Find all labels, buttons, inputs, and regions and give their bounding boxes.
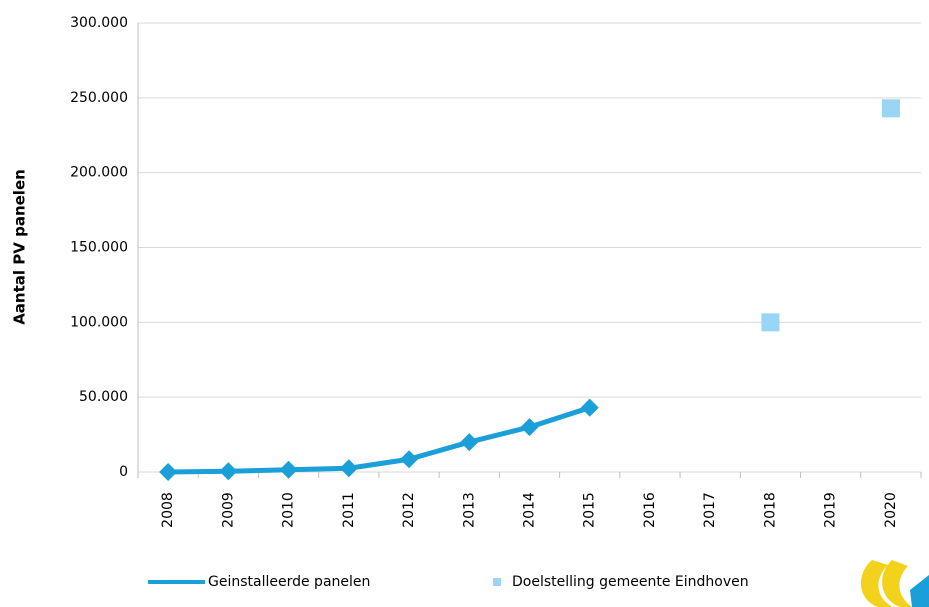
y-tick-label: 100.000 [70,314,128,330]
y-tick-label: 200.000 [70,165,128,181]
line [168,405,591,475]
marker [159,463,178,481]
x-tick-label: 2013 [461,492,477,528]
y-tick-label: 150.000 [70,240,128,256]
x-tick-label: 2018 [762,492,778,528]
x-tick-label: 2016 [642,492,658,528]
marker [580,398,599,417]
legend-marker [493,578,501,586]
legend-label: Doelstelling gemeente Eindhoven [512,574,749,590]
y-axis-label: Aantal PV panelen [11,169,29,325]
legend-label: Geinstalleerde panelen [208,574,370,590]
marker [279,460,298,479]
x-tick-label: 2019 [823,492,839,528]
x-tick-label: 2011 [341,492,357,528]
marker [881,99,900,118]
x-tick-label: 2020 [883,492,899,528]
x-tick-label: 2014 [522,492,538,528]
x-tick-label: 2015 [582,492,598,528]
y-tick-label: 0 [119,464,128,480]
x-tick-label: 2008 [160,492,176,528]
x-tick-label: 2012 [401,492,417,528]
y-tick-label: 50.000 [79,389,128,405]
marker [219,462,238,481]
x-tick-label: 2009 [220,492,236,528]
x-tick-label: 2017 [702,492,718,528]
marker [400,450,419,469]
y-tick-label: 250.000 [70,90,128,106]
x-tick-label: 2010 [281,492,297,528]
marker [339,459,358,478]
marker [761,313,780,332]
marker [520,418,539,437]
logo [860,560,929,607]
y-tick-label: 300.000 [70,15,128,31]
marker [460,433,479,452]
